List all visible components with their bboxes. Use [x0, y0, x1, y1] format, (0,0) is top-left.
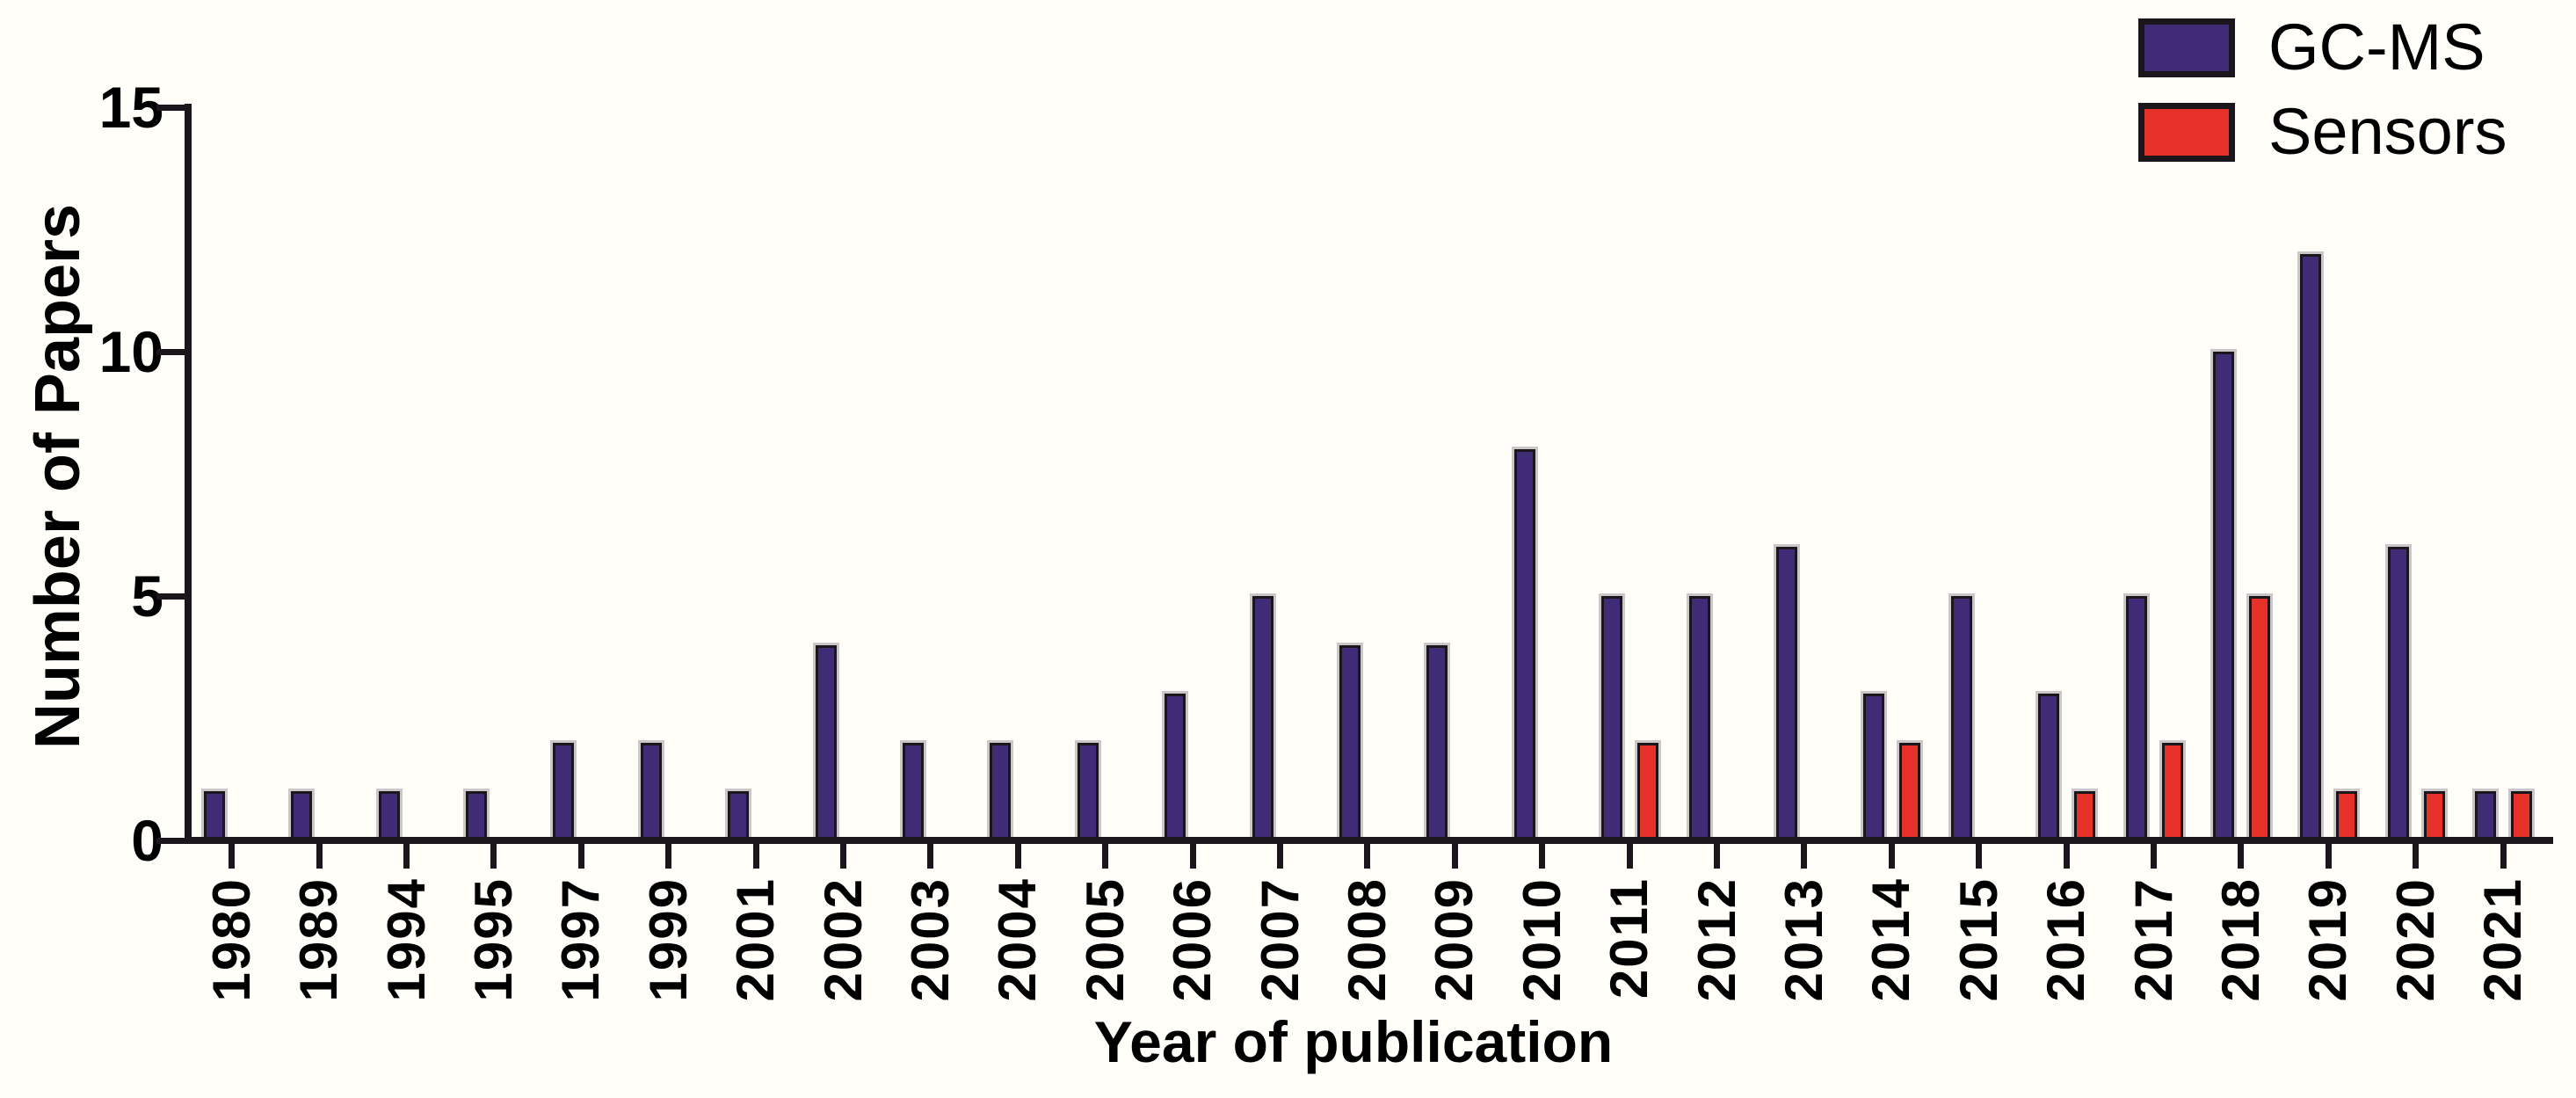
x-tick-2010 — [1539, 842, 1546, 869]
x-tick-2018 — [2238, 842, 2245, 869]
y-axis-line — [185, 104, 192, 844]
y-tick-label-10: 10 — [98, 319, 163, 384]
bar-gcms-2004 — [990, 742, 1012, 840]
x-tick-2012 — [1714, 842, 1720, 869]
x-tick-2021 — [2500, 842, 2507, 869]
x-tick-2008 — [1364, 842, 1371, 869]
x-tick-2016 — [2063, 842, 2070, 869]
legend-entry-gcms: GC-MS — [2138, 8, 2485, 87]
x-tick-2003 — [927, 842, 934, 869]
y-tick-label-0: 0 — [131, 808, 163, 873]
x-tick-2020 — [2413, 842, 2420, 869]
y-tick-15 — [156, 104, 186, 111]
bar-gcms-2006 — [1165, 694, 1186, 840]
x-tick-2001 — [752, 842, 759, 869]
legend-swatch-gcms — [2138, 18, 2235, 77]
y-tick-0 — [156, 837, 186, 844]
bar-gcms-2005 — [1077, 742, 1099, 840]
legend-entry-sensors: Sensors — [2138, 92, 2507, 171]
x-axis-line — [185, 837, 2553, 844]
bar-gcms-1995 — [465, 791, 487, 840]
bar-sensors-2014 — [1899, 742, 1921, 840]
x-tick-2007 — [1277, 842, 1283, 869]
bar-gcms-1999 — [640, 742, 662, 840]
bar-sensors-2016 — [2074, 791, 2096, 840]
bar-gcms-2011 — [1601, 596, 1623, 840]
y-tick-label-5: 5 — [131, 564, 163, 629]
x-tick-2013 — [1801, 842, 1808, 869]
x-tick-2004 — [1014, 842, 1021, 869]
bar-gcms-2013 — [1775, 547, 1797, 840]
bar-gcms-2020 — [2387, 547, 2409, 840]
x-tick-1980 — [229, 842, 236, 869]
y-tick-5 — [156, 593, 186, 600]
bar-gcms-2014 — [1863, 694, 1885, 840]
y-tick-label-15: 15 — [98, 75, 163, 140]
legend-swatch-sensors — [2138, 102, 2235, 162]
bar-gcms-1980 — [203, 791, 225, 840]
bar-gcms-2010 — [1513, 449, 1535, 840]
bar-gcms-2001 — [728, 791, 750, 840]
bar-gcms-2018 — [2212, 352, 2234, 840]
bar-gcms-2002 — [815, 644, 837, 840]
x-tick-1997 — [577, 842, 584, 869]
bar-gcms-2007 — [1252, 596, 1273, 840]
legend-label-gcms: GC-MS — [2268, 11, 2485, 84]
bar-gcms-1989 — [291, 791, 313, 840]
x-tick-2017 — [2151, 842, 2157, 869]
bar-gcms-2008 — [1339, 644, 1361, 840]
bar-gcms-2017 — [2125, 596, 2147, 840]
y-axis-title: Number of Papers — [23, 203, 93, 750]
bar-gcms-2015 — [1950, 596, 1972, 840]
bar-sensors-2017 — [2161, 742, 2183, 840]
y-tick-10 — [156, 348, 186, 355]
x-tick-2005 — [1102, 842, 1109, 869]
x-tick-2011 — [1626, 842, 1633, 869]
legend-label-sensors: Sensors — [2268, 95, 2507, 168]
bar-sensors-2011 — [1637, 742, 1659, 840]
bar-sensors-2020 — [2423, 791, 2445, 840]
x-tick-1989 — [316, 842, 323, 869]
bar-gcms-2009 — [1426, 644, 1448, 840]
bar-gcms-1994 — [378, 791, 400, 840]
bar-gcms-2021 — [2475, 791, 2497, 840]
bar-gcms-1997 — [553, 742, 575, 840]
bar-sensors-2019 — [2336, 791, 2358, 840]
x-tick-2006 — [1189, 842, 1196, 869]
bar-sensors-2021 — [2511, 791, 2533, 840]
x-axis-title: Year of publication — [1093, 1009, 1614, 1074]
x-tick-2019 — [2325, 842, 2332, 869]
bar-gcms-2019 — [2300, 253, 2322, 840]
x-tick-1994 — [403, 842, 410, 869]
x-tick-2002 — [840, 842, 846, 869]
bar-gcms-2016 — [2038, 694, 2060, 840]
x-tick-2014 — [1888, 842, 1895, 869]
x-tick-1999 — [665, 842, 672, 869]
x-tick-2009 — [1451, 842, 1458, 869]
x-tick-1995 — [490, 842, 497, 869]
bar-gcms-2003 — [902, 742, 924, 840]
x-tick-2015 — [1976, 842, 1983, 869]
bar-gcms-2012 — [1688, 596, 1710, 840]
bar-sensors-2018 — [2248, 596, 2270, 840]
